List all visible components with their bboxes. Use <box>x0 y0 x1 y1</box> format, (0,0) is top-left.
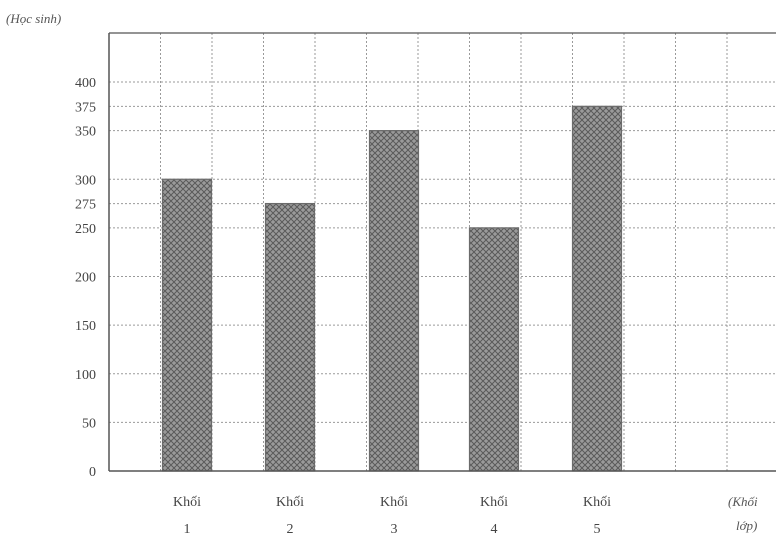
bar <box>571 105 623 472</box>
x-category-label-line1: Khối <box>380 495 408 510</box>
y-tick-label: 150 <box>75 319 96 334</box>
y-tick-label: 250 <box>75 222 96 237</box>
bar <box>264 202 316 472</box>
x-category-labels: Khối 1 Khối 2 Khối 3 Khối 4 Khối 5 <box>173 495 611 537</box>
bar <box>161 178 213 472</box>
y-tick-label: 400 <box>75 76 96 91</box>
y-tick-label: 375 <box>75 100 96 115</box>
bars <box>161 105 623 472</box>
x-category-label-line2: 5 <box>594 522 601 537</box>
x-category-label-line1: Khối <box>276 495 304 510</box>
y-tick-label: 50 <box>82 416 96 431</box>
x-category-label-line2: 3 <box>391 522 398 537</box>
y-tick-label: 200 <box>75 271 96 286</box>
y-tick-labels: 0 50 100 150 200 250 275 300 350 375 400 <box>75 76 96 480</box>
x-category-label-line1: Khối <box>583 495 611 510</box>
x-category-label-line1: Khối <box>173 495 201 510</box>
x-category-label-line1: Khối <box>480 495 508 510</box>
x-axis-title-line2: lớp) <box>736 518 757 533</box>
x-category-label-line2: 1 <box>184 522 191 537</box>
y-tick-label: 275 <box>75 198 96 213</box>
x-category-label-line2: 2 <box>287 522 294 537</box>
y-tick-label: 350 <box>75 125 96 140</box>
y-tick-label: 0 <box>89 465 96 480</box>
bar <box>368 130 420 472</box>
axes <box>108 32 776 472</box>
x-category-label-line2: 4 <box>491 522 498 537</box>
y-axis-title: (Học sinh) <box>6 11 61 26</box>
y-tick-label: 100 <box>75 368 96 383</box>
y-tick-label: 300 <box>75 173 96 188</box>
x-axis-title-line1: (Khối <box>728 494 758 509</box>
bar <box>468 227 520 472</box>
